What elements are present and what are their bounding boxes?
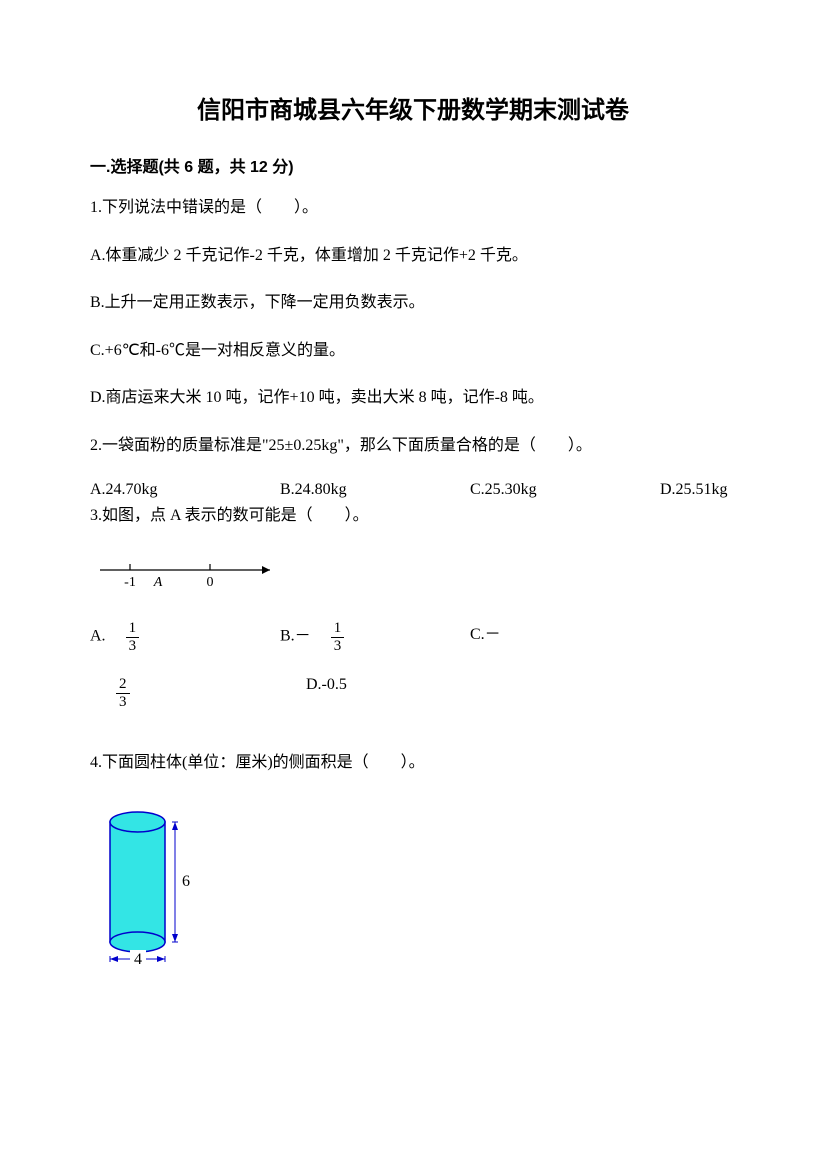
q3-options-row1: A. 1 3 B.－ 1 3 C.－ (90, 620, 736, 654)
dim-d-arrow-right (157, 956, 165, 962)
q3-a-fraction: 1 3 (126, 620, 140, 654)
dim-d-arrow-left (110, 956, 118, 962)
q2-option-d: D.25.51kg (660, 481, 736, 499)
dim-h-arrow-bot (172, 934, 178, 942)
q4-stem: 4.下面圆柱体(单位：厘米)的侧面积是（ ）。 (90, 750, 736, 776)
q2-options: A.24.70kg B.24.80kg C.25.30kg D.25.51kg (90, 481, 736, 499)
cylinder-bottom (110, 932, 165, 952)
q3-b-fraction: 1 3 (331, 620, 345, 654)
q3-option-d: D.-0.5 (306, 676, 496, 710)
q3-options-row2: 2 3 D.-0.5 (90, 676, 736, 710)
q2-option-b: B.24.80kg (280, 481, 470, 499)
section-heading: 一.选择题(共 6 题，共 12 分) (90, 153, 736, 177)
page-title: 信阳市商城县六年级下册数学期末测试卷 (90, 90, 736, 125)
q1-option-d: D.商店运来大米 10 吨，记作+10 吨，卖出大米 8 吨，记作-8 吨。 (90, 385, 736, 411)
numline-zero-label: 0 (207, 575, 214, 590)
q3-option-b: B.－ 1 3 (280, 620, 470, 654)
q3-stem: 3.如图，点 A 表示的数可能是（ ）。 (90, 503, 736, 529)
q3-option-c-fraction-cell: 2 3 (90, 676, 306, 710)
cylinder-body (110, 822, 165, 942)
q2-stem: 2.一袋面粉的质量标准是"25±0.25kg"，那么下面质量合格的是（ ）。 (90, 433, 736, 459)
q3-b-prefix: B.－ (280, 628, 327, 645)
q4-cylinder-figure: 6 4 (90, 798, 736, 968)
q3-a-prefix: A. (90, 628, 122, 645)
dim-height-label: 6 (182, 873, 190, 890)
q1-option-b: B.上升一定用正数表示，下降一定用负数表示。 (90, 290, 736, 316)
q3-option-a: A. 1 3 (90, 620, 280, 654)
q3-c-prefix: C.－ (470, 626, 501, 643)
q3-option-c: C.－ (470, 620, 660, 654)
q2-option-a: A.24.70kg (90, 481, 280, 499)
q3-c-fraction: 2 3 (116, 676, 130, 710)
q1-option-a: A.体重减少 2 千克记作-2 千克，体重增加 2 千克记作+2 千克。 (90, 243, 736, 269)
q2-option-c: C.25.30kg (470, 481, 660, 499)
q1-option-c: C.+6℃和-6℃是一对相反意义的量。 (90, 338, 736, 364)
q1-stem: 1.下列说法中错误的是（ ）。 (90, 195, 736, 221)
numline-neg1-label: -1 (124, 575, 136, 590)
dim-h-arrow-top (172, 822, 178, 830)
dim-diameter-label: 4 (134, 951, 142, 968)
numline-a-label: A (153, 575, 163, 590)
q3-number-line-figure: -1 A 0 (90, 550, 736, 590)
